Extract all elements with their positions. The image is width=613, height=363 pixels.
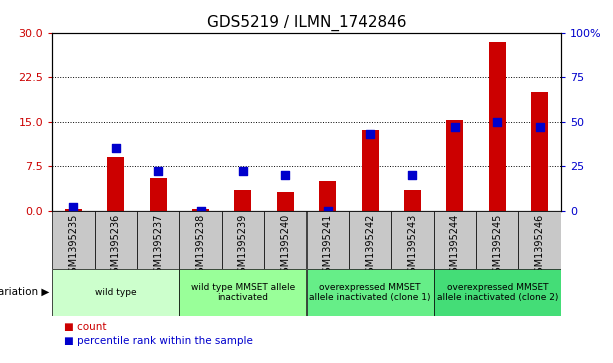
Bar [531,92,548,211]
Bar [222,211,264,269]
Bar [137,211,180,269]
Point [153,168,163,174]
Text: overexpressed MMSET
allele inactivated (clone 2): overexpressed MMSET allele inactivated (… [436,282,558,302]
Bar [404,190,421,211]
Point [365,131,375,137]
Text: GSM1395244: GSM1395244 [450,213,460,279]
Point [111,145,121,151]
Text: GSM1395242: GSM1395242 [365,213,375,279]
Bar [277,192,294,211]
Bar [107,157,124,211]
Point [280,172,290,178]
Bar [349,211,391,269]
Text: GSM1395243: GSM1395243 [408,213,417,279]
Bar [391,211,433,269]
Point [196,208,205,213]
Point [323,208,333,213]
Point [535,124,544,130]
Bar [446,121,463,211]
Bar [489,41,506,211]
Text: wild type MMSET allele
inactivated: wild type MMSET allele inactivated [191,282,295,302]
Bar [434,269,561,316]
Text: ■ percentile rank within the sample: ■ percentile rank within the sample [64,336,253,346]
Title: GDS5219 / ILMN_1742846: GDS5219 / ILMN_1742846 [207,15,406,31]
Text: GSM1395241: GSM1395241 [322,213,333,279]
Bar [150,178,167,211]
Bar [192,209,209,211]
Bar [434,211,476,269]
Bar [179,211,222,269]
Bar [264,211,306,269]
Text: GSM1395235: GSM1395235 [68,213,78,279]
Text: GSM1395237: GSM1395237 [153,213,163,279]
Point [450,124,460,130]
Text: GSM1395236: GSM1395236 [111,213,121,279]
Bar [319,181,336,211]
Point [69,204,78,210]
Bar [65,209,82,211]
Point [238,168,248,174]
Text: wild type: wild type [95,288,137,297]
Bar [362,131,379,211]
Point [492,119,502,125]
Bar [179,269,306,316]
Bar [306,269,434,316]
Bar [476,211,519,269]
Text: GSM1395239: GSM1395239 [238,213,248,279]
Text: GSM1395240: GSM1395240 [280,213,291,279]
Bar [94,211,137,269]
Text: ■ count: ■ count [64,322,107,332]
Bar [52,269,179,316]
Text: GSM1395246: GSM1395246 [535,213,545,279]
Point [408,172,417,178]
Bar [52,211,94,269]
Text: genotype/variation ▶: genotype/variation ▶ [0,287,49,297]
Text: GSM1395245: GSM1395245 [492,213,502,279]
Bar [306,211,349,269]
Text: GSM1395238: GSM1395238 [196,213,205,279]
Bar [234,190,251,211]
Bar [519,211,561,269]
Text: overexpressed MMSET
allele inactivated (clone 1): overexpressed MMSET allele inactivated (… [310,282,431,302]
